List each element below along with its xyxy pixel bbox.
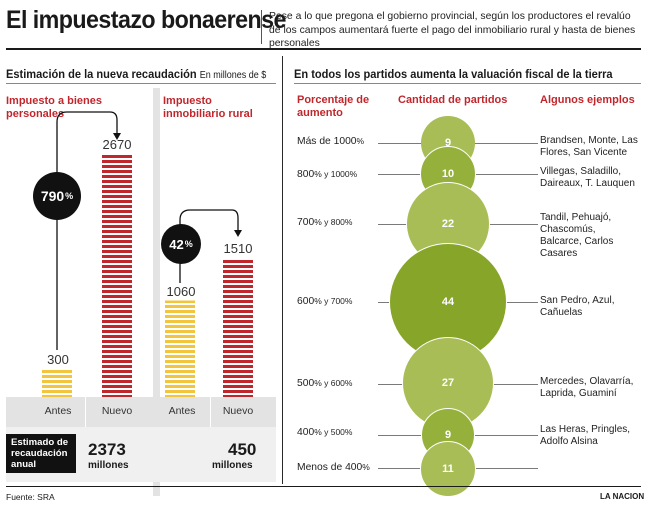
header-divider	[261, 10, 262, 44]
col-header-count: Cantidad de partidos	[398, 94, 508, 106]
arrow-head-inmobiliario	[234, 230, 242, 237]
row-examples-1: Brandsen, Monte, Las Flores, San Vicente	[540, 135, 638, 158]
estimate-unit-bienes: millones	[88, 460, 129, 471]
row-examples-2: Villegas, Saladillo, Daireaux, T. Lauque…	[540, 166, 635, 189]
footer-rule	[6, 486, 641, 487]
publisher-credit: LA NACION	[600, 492, 645, 501]
bar-value-bienes-antes: 300	[47, 352, 69, 367]
row-label-6: 400% y 500%	[297, 427, 353, 438]
source-note: Fuente: SRA	[6, 492, 55, 502]
page-subtitle: Pese a lo que pregona el gobierno provin…	[269, 11, 636, 49]
row-label-2: 800% y 1000%	[297, 169, 358, 180]
units-label: En millones de $	[199, 70, 267, 81]
left-title-rule	[6, 83, 276, 84]
arrow-connector-bienes	[56, 111, 118, 190]
bar-inmobiliario-before	[165, 300, 195, 397]
bar-value-bienes-nuevo: 2670	[102, 137, 132, 152]
row-examples-6: Las Heras, Pringles, Adolfo Alsina	[540, 424, 631, 447]
axis-label-antes-2: Antes	[168, 405, 196, 417]
bar-value-inmobiliario-antes: 1060	[166, 284, 196, 299]
row-label-5: 500% y 600%	[297, 378, 353, 389]
bubble-row-7: 11	[420, 441, 476, 497]
row-label-1: Más de 1000%	[297, 136, 365, 147]
panel-divider	[282, 56, 283, 484]
group-label-inmobiliario: Impuesto inmobiliario rural	[163, 95, 253, 120]
arrow-connector-inmobiliario	[179, 209, 239, 258]
axis-label-nuevo-2: Nuevo	[222, 405, 254, 417]
bar-bienes-before	[42, 369, 72, 397]
group-gap-strip	[153, 88, 160, 496]
axis-strip	[6, 397, 276, 427]
change-badge-bienes: 790%	[33, 172, 81, 220]
right-title-rule	[294, 83, 641, 84]
bar-value-inmobiliario-nuevo: 1510	[223, 241, 253, 256]
header-rule	[6, 48, 641, 50]
estimate-value-inmobiliario: 450	[228, 440, 257, 459]
change-badge-inmobiliario: 42%	[161, 224, 201, 264]
axis-divider-left	[85, 397, 86, 427]
group-label-bienes: Impuesto a bienes personales	[6, 95, 102, 120]
row-label-7: Menos de 400%	[297, 462, 370, 473]
axis-label-antes-1: Antes	[44, 405, 72, 417]
bar-inmobiliario-after	[223, 259, 253, 397]
row-examples-5: Mercedes, Olavarría, Laprida, Guaminí	[540, 376, 634, 399]
axis-label-nuevo-1: Nuevo	[101, 405, 133, 417]
row-examples-4: San Pedro, Azul, Cañuelas	[540, 295, 615, 318]
arrow-head-bienes	[113, 133, 121, 140]
bar-bienes-after	[102, 154, 132, 397]
right-panel-title: En todos los partidos aumenta la valuaci…	[294, 67, 613, 81]
estimate-label-box: Estimado de recaudación anual	[6, 434, 76, 473]
row-label-4: 600% y 700%	[297, 296, 353, 307]
left-panel-title: Estimación de la nueva recaudación En mi…	[6, 67, 267, 81]
estimate-unit-inmobiliario: millones	[212, 460, 253, 471]
row-examples-3: Tandil, Pehuajó, Chascomús, Balcarce, Ca…	[540, 212, 614, 259]
col-header-range: Porcentaje de aumento	[297, 94, 370, 119]
row-label-3: 700% y 800%	[297, 217, 353, 228]
col-header-examples: Algunos ejemplos	[540, 94, 635, 106]
estimate-value-bienes: 2373	[88, 440, 126, 459]
axis-divider-right	[210, 397, 211, 427]
page-title: El impuestazo bonaerense	[6, 6, 286, 34]
